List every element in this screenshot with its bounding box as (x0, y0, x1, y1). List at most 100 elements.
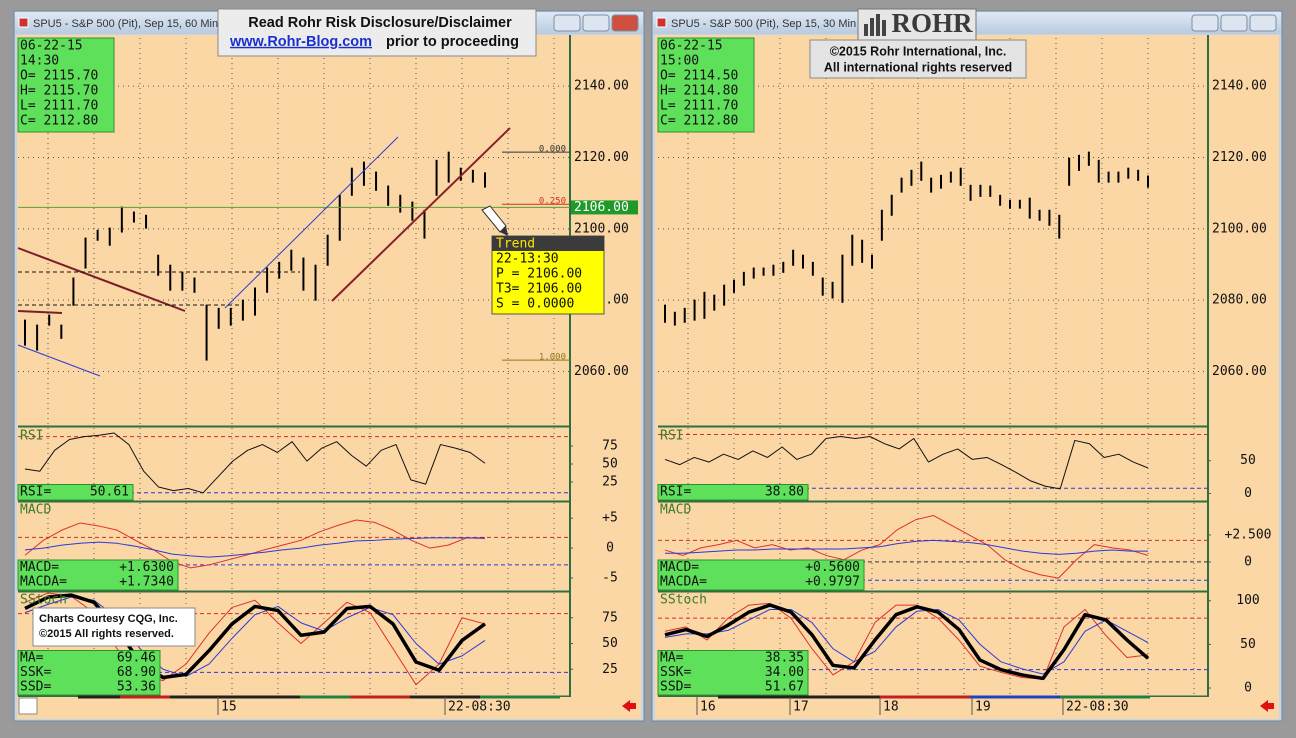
y-tick-label: 75 (602, 439, 618, 454)
window-button[interactable] (553, 14, 581, 32)
window-button[interactable] (1191, 14, 1219, 32)
last-price-box (571, 200, 638, 215)
banner-link[interactable]: www.Rohr-Blog.com (229, 34, 372, 50)
quote-line: L= 2111.70 (20, 99, 98, 114)
readout-label: SSK= (20, 665, 51, 680)
y-tick-label: 2060.00 (1212, 364, 1267, 379)
window-button[interactable] (582, 14, 610, 32)
x-tick-label: 15 (221, 700, 237, 715)
tooltip-line: 22-13:30 (496, 252, 559, 267)
rsi-line (664, 436, 1149, 490)
quote-line: O= 2114.50 (660, 69, 738, 84)
readout-label: MACDA= (20, 575, 67, 590)
readout-value: 38.35 (765, 651, 804, 666)
readout-box (17, 650, 161, 696)
fib-label: 0.000 (539, 145, 566, 155)
trend-line (224, 136, 399, 309)
readout-label: SSD= (660, 680, 691, 695)
window-button[interactable] (611, 14, 639, 32)
y-tick-label: 2080.00 (1212, 293, 1267, 308)
quote-line: H= 2115.70 (20, 84, 98, 99)
x-tick-label: 17 (793, 700, 809, 715)
y-tick-label: 75 (602, 610, 618, 625)
logo-bar (876, 14, 880, 36)
window-button[interactable] (1220, 14, 1248, 32)
x-tick-label: 22-08:30 (1066, 700, 1129, 715)
macd-line (665, 539, 1148, 555)
logo-bar (864, 24, 868, 36)
y-tick-label: 25 (602, 475, 618, 490)
chart-area (655, 35, 1279, 719)
readout-label: MACD= (20, 560, 59, 575)
readout-value: 50.61 (90, 485, 129, 500)
y-tick-label: -5 (602, 571, 618, 586)
window-title: SPU5 - S&P 500 (Pit), Sep 15, 60 Min (33, 18, 218, 30)
panel-label: SStoch (20, 593, 67, 608)
tooltip-line: P = 2106.00 (496, 267, 582, 282)
scroll-arrow[interactable] (1260, 700, 1274, 712)
macd-line (664, 514, 1149, 579)
trend-line (17, 344, 101, 377)
readout-label: MA= (20, 651, 44, 666)
rohr-logo: ROHR (857, 8, 977, 42)
copyright-line: ©2015 Rohr International, Inc. (830, 44, 1007, 58)
panel-label: MACD (20, 503, 51, 518)
readout-box (657, 559, 865, 591)
y-tick-label: 2120.00 (574, 150, 629, 165)
quote-time: 15:00 (660, 54, 699, 69)
readout-value: 51.67 (765, 680, 804, 695)
quote-line: C= 2112.80 (660, 114, 738, 129)
readout-value: +0.5600 (805, 560, 860, 575)
tooltip-line: T3= 2106.00 (496, 282, 582, 297)
readout-label: MACDA= (660, 575, 707, 590)
pencil-cursor (481, 205, 508, 236)
y-tick-label: 0 (606, 541, 614, 556)
quote-box (17, 37, 115, 133)
readout-label: RSI= (660, 485, 691, 500)
fib-label: 0.250 (539, 197, 566, 207)
scroll-arrow[interactable] (622, 700, 636, 712)
panel-label: MACD (660, 503, 691, 518)
y-tick-label: +5 (602, 511, 618, 526)
courtesy-line: ©2015 All rights reserved. (39, 628, 174, 640)
disclaimer-banner[interactable]: Read Rohr Risk Disclosure/Disclaimer www… (217, 8, 537, 57)
y-tick-label: 100 (1236, 593, 1259, 608)
window-button[interactable] (1249, 14, 1277, 32)
panel-label: RSI (660, 429, 683, 444)
logo-bar (870, 18, 874, 36)
readout-box (657, 650, 809, 696)
corner-box (18, 697, 38, 715)
copyright-bg (809, 39, 1027, 79)
y-tick-label: +2.500 (1225, 527, 1272, 542)
banner-line: prior to proceeding (386, 34, 519, 50)
y-tick-label: 2140.00 (574, 79, 629, 94)
trend-tooltip: Trend 22-13:30 P = 2106.00 T3= 2106.00 S… (491, 235, 605, 315)
tooltip-header (492, 236, 604, 251)
courtesy-line: Charts Courtesy CQG, Inc. (39, 613, 178, 625)
quote-line: C= 2112.80 (20, 114, 98, 129)
readout-label: SSK= (660, 665, 691, 680)
window-title: SPU5 - S&P 500 (Pit), Sep 15, 30 Min (671, 18, 856, 30)
date-axis (18, 697, 570, 716)
courtesy-bg (32, 607, 196, 647)
rsi-line (24, 432, 486, 494)
chart-area (17, 35, 641, 719)
y-tick-label: 2060.00 (574, 364, 629, 379)
quote-date: 06-22-15 (660, 39, 723, 54)
windows: SPU5 - S&P 500 (Pit), Sep 15, 60 Min 2140… (13, 10, 1283, 722)
date-axis (658, 697, 1208, 716)
trend-line (331, 127, 511, 302)
quote-date: 06-22-15 (20, 39, 83, 54)
y-tick-label: 50 (1240, 637, 1256, 652)
trend-line (17, 310, 63, 314)
quote-box (657, 37, 755, 133)
readout-value: 53.36 (117, 680, 156, 695)
readout-label: MACD= (660, 560, 699, 575)
quote-line: H= 2114.80 (660, 84, 738, 99)
x-tick-label: 19 (975, 700, 991, 715)
readout-value: +0.9797 (805, 575, 860, 590)
y-tick-label: 0 (1244, 554, 1252, 569)
x-tick-label: 18 (883, 700, 899, 715)
stoch-line (24, 596, 486, 677)
readout-label: SSD= (20, 680, 51, 695)
